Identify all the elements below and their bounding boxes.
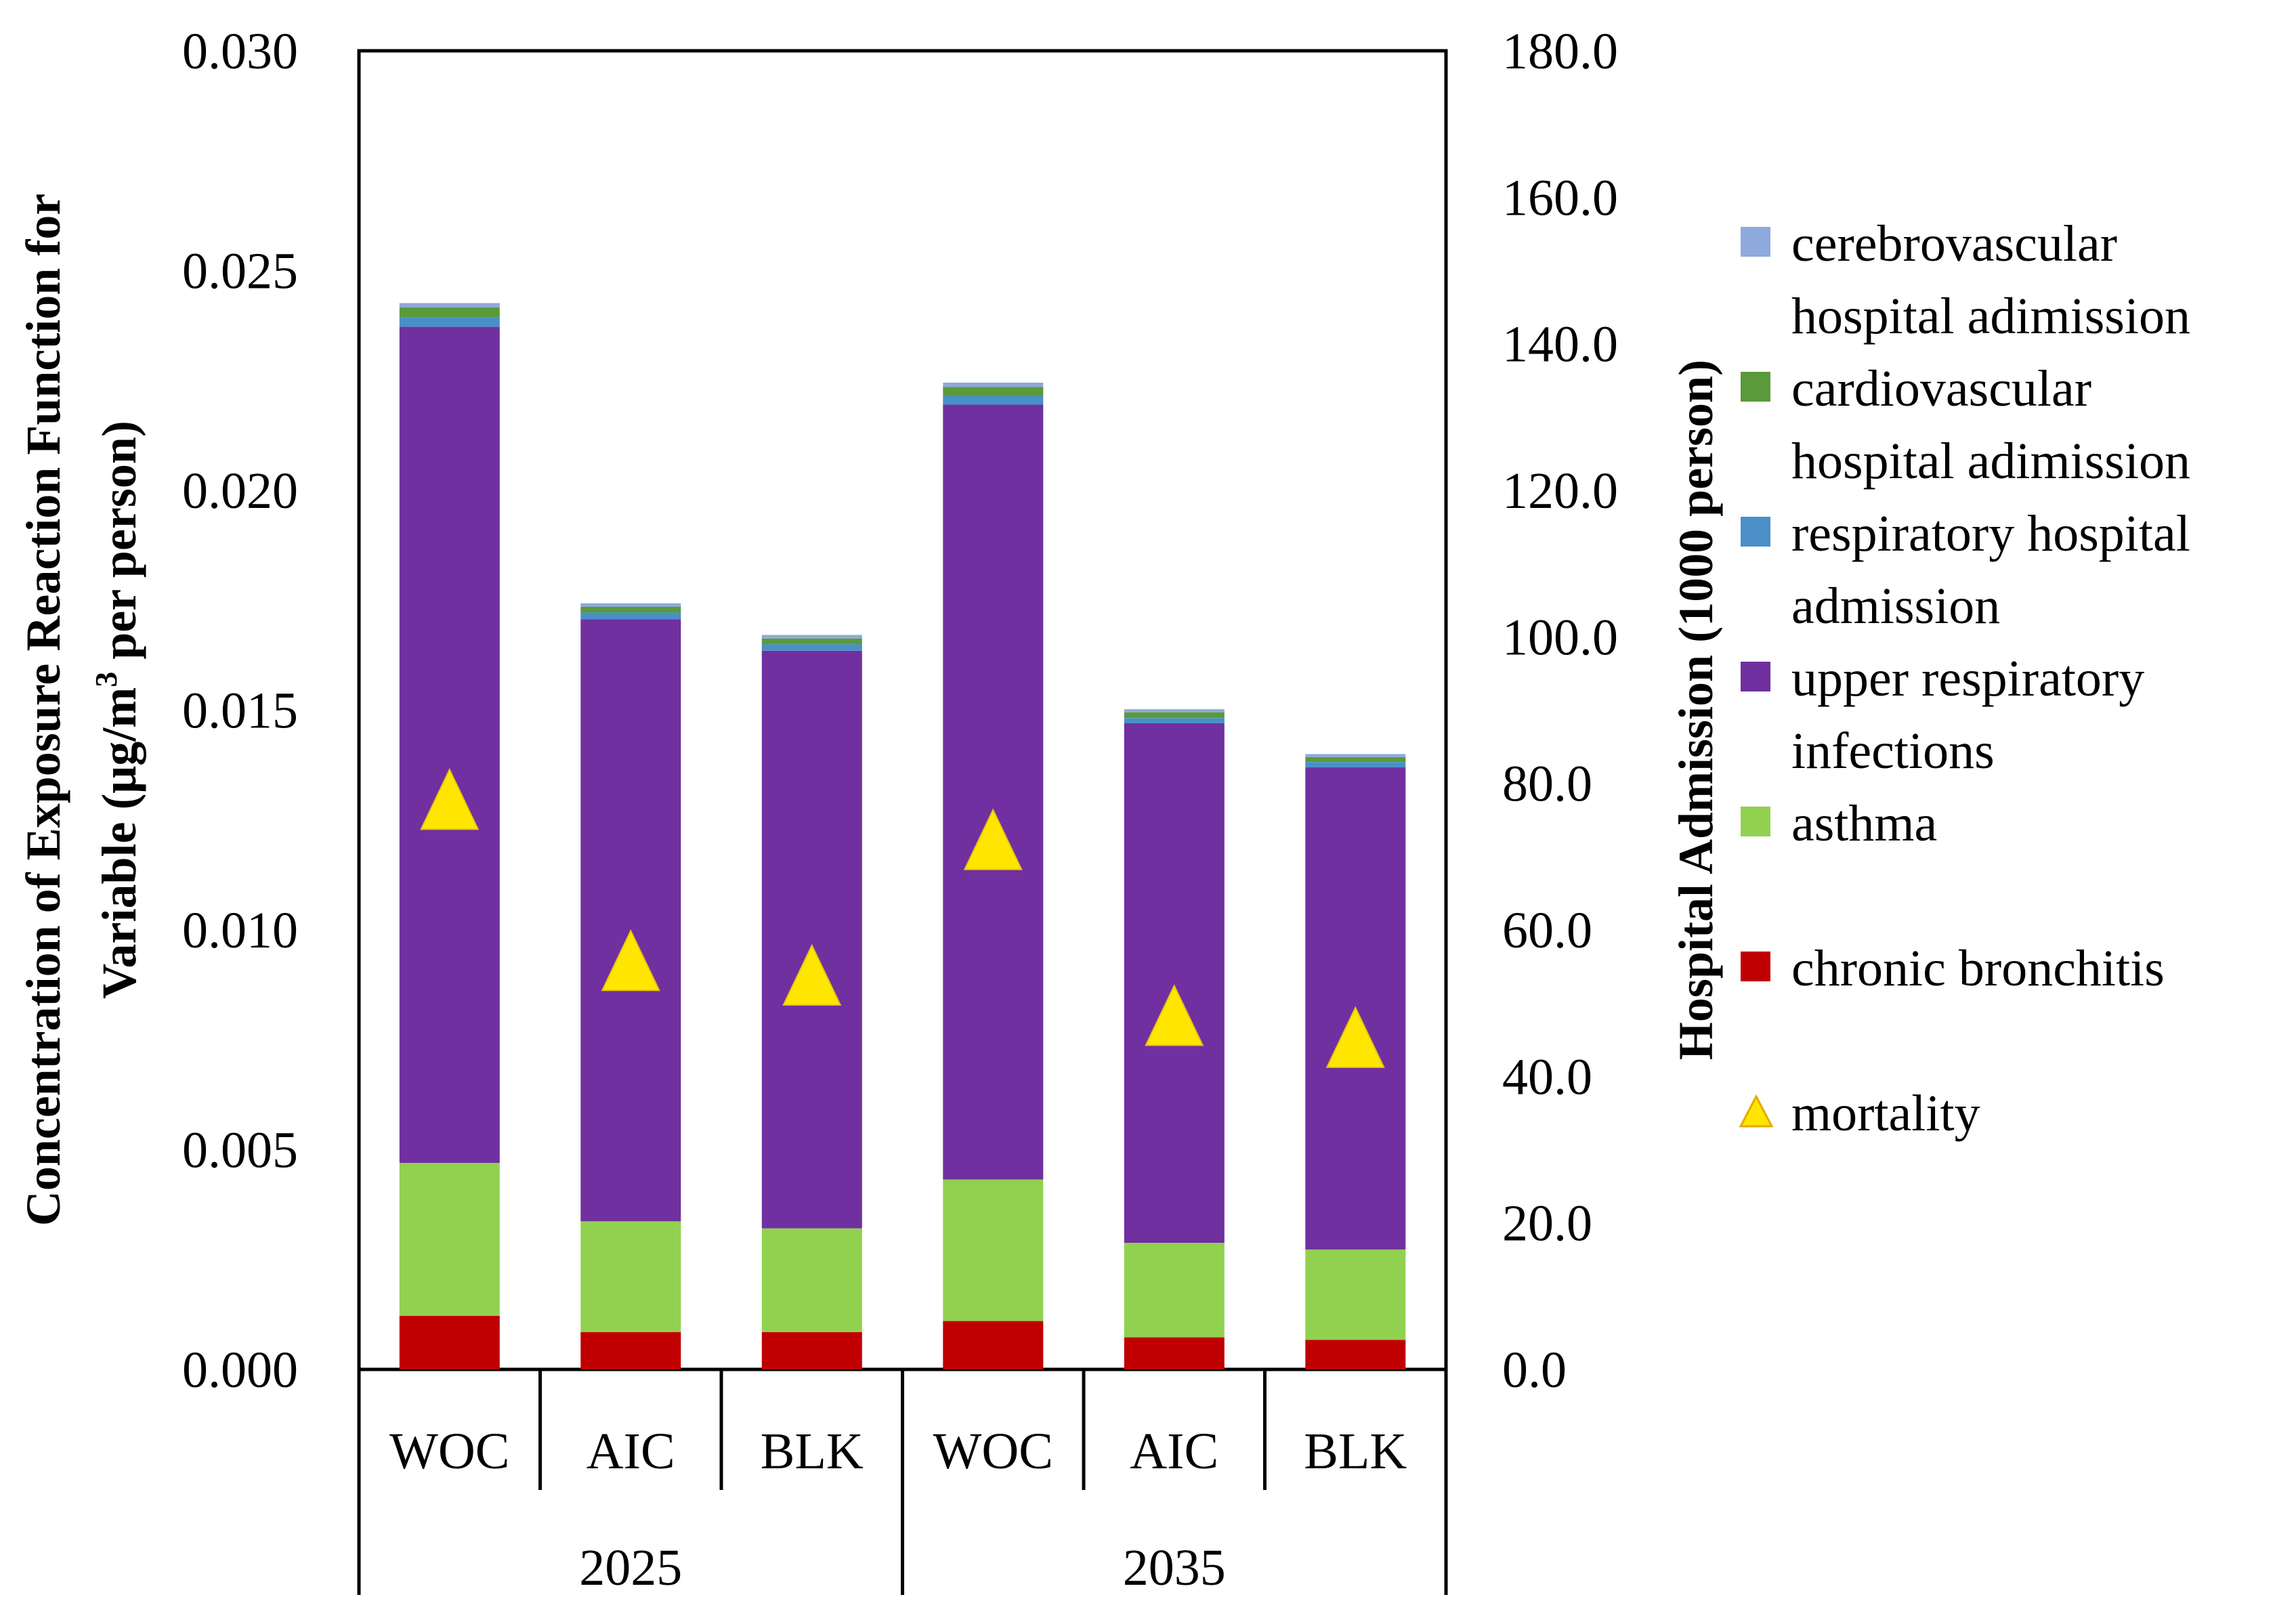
legend-swatch <box>1741 372 1770 402</box>
bar-segment <box>1305 754 1406 757</box>
bar-segment <box>1124 709 1225 712</box>
right-tick-label: 60.0 <box>1502 902 1592 959</box>
bar-segment <box>761 644 862 651</box>
right-tick-label: 80.0 <box>1502 756 1592 813</box>
left-tick-label: 0.025 <box>182 243 298 300</box>
right-tick-label: 20.0 <box>1502 1195 1592 1252</box>
left-tick-label: 0.005 <box>182 1122 298 1179</box>
right-tick-label: 140.0 <box>1502 316 1618 373</box>
bar-segment <box>580 1221 681 1332</box>
bar-segment <box>399 1163 500 1316</box>
bar-segment <box>1305 756 1406 762</box>
category-label: BLK <box>1304 1423 1407 1480</box>
right-axis-title: Hospital Admission (1000 person) <box>1669 360 1723 1060</box>
bar-segment <box>1124 1243 1225 1338</box>
left-axis-title-line2: Variable (μg/m3 per person) <box>89 421 146 999</box>
legend-swatch <box>1741 807 1770 836</box>
bar-segment <box>399 307 500 318</box>
bar-segment <box>399 303 500 307</box>
bar-segment <box>761 1228 862 1332</box>
bar-segment <box>1124 1337 1225 1369</box>
legend: cerebrovascular hospital adimission cardio… <box>1739 215 2190 1142</box>
bar-segment <box>943 404 1044 1180</box>
bar-segment <box>1305 1340 1406 1369</box>
right-axis-ticks: 0.0 20.0 40.0 60.0 80.0 100.0 120.0 140.0 160.0 1… <box>1502 23 1618 1399</box>
category-label: AIC <box>587 1423 675 1480</box>
left-tick-label: 0.015 <box>182 683 298 740</box>
right-tick-label: 0.0 <box>1502 1342 1567 1399</box>
bar-segment <box>943 387 1044 396</box>
mortality-marker <box>782 943 842 1006</box>
right-tick-label: 160.0 <box>1502 169 1618 226</box>
bar-segment <box>580 607 681 613</box>
mortality-marker <box>420 767 480 830</box>
legend-swatch <box>1741 952 1770 981</box>
bar-segment <box>399 317 500 327</box>
group-label: 2025 <box>579 1539 682 1596</box>
bar-segment <box>943 383 1044 387</box>
bar-segment <box>943 1321 1044 1369</box>
right-tick-label: 180.0 <box>1502 23 1618 80</box>
legend-label: admission <box>1791 578 2000 635</box>
right-tick-label: 100.0 <box>1502 609 1618 666</box>
legend-label: cerebrovascular <box>1791 215 2117 272</box>
bar-segment <box>1124 718 1225 723</box>
mortality-marker <box>601 929 660 992</box>
bar-segment <box>761 638 862 645</box>
legend-label: mortality <box>1791 1085 1980 1142</box>
mortality-marker <box>1325 1006 1385 1068</box>
category-label: AIC <box>1130 1423 1218 1480</box>
bar-segment <box>1305 1249 1406 1340</box>
legend-label: hospital adimission <box>1791 433 2190 490</box>
right-tick-label: 40.0 <box>1502 1048 1592 1105</box>
left-tick-label: 0.020 <box>182 463 298 519</box>
bar-segment <box>399 1315 500 1369</box>
bar-segment <box>399 326 500 1164</box>
bar-segment <box>1305 762 1406 767</box>
bar-segment <box>1124 723 1225 1243</box>
bar-segment <box>943 1179 1044 1321</box>
left-tick-label: 0.010 <box>182 902 298 959</box>
left-tick-label: 0.030 <box>182 23 298 80</box>
bar-segment <box>761 1331 862 1369</box>
group-label: 2035 <box>1123 1539 1226 1596</box>
plot-frame <box>357 49 1448 1371</box>
legend-swatch <box>1741 227 1770 257</box>
legend-swatch <box>1741 662 1770 691</box>
legend-label: upper respiratory <box>1791 650 2144 707</box>
legend-label: chronic bronchitis <box>1791 940 2165 997</box>
category-label: WOC <box>389 1423 509 1480</box>
bars <box>399 303 1406 1369</box>
bar-segment <box>1124 712 1225 719</box>
legend-label: cardiovascular <box>1791 360 2091 417</box>
category-label: WOC <box>933 1423 1053 1480</box>
category-label: BLK <box>761 1423 864 1480</box>
bar-segment <box>580 1331 681 1369</box>
right-tick-label: 120.0 <box>1502 463 1618 519</box>
bar-segment <box>943 396 1044 405</box>
left-tick-label: 0.000 <box>182 1342 298 1399</box>
legend-label: asthma <box>1791 795 1937 852</box>
legend-label: hospital adimission <box>1791 288 2190 345</box>
left-axis-ticks: 0.000 0.005 0.010 0.015 0.020 0.025 0.030 <box>182 23 298 1399</box>
legend-label: infections <box>1791 723 1995 780</box>
legend-swatch <box>1741 517 1770 547</box>
bar-segment <box>761 650 862 1229</box>
mortality-markers <box>420 767 1385 1068</box>
mortality-marker <box>963 808 1023 870</box>
mortality-marker <box>1145 984 1204 1046</box>
x-axis: WOC AIC BLK WOC AIC BLK 2025 2035 <box>357 1369 1448 1596</box>
legend-label: respiratory hospital <box>1791 505 2190 562</box>
bar-segment <box>761 635 862 639</box>
bar-segment <box>580 619 681 1222</box>
bar-segment <box>580 612 681 620</box>
bar-segment <box>580 603 681 607</box>
left-axis-title: Concentration of Exposure Reaction Funct… <box>16 194 70 1227</box>
legend-triangle-marker <box>1739 1094 1774 1128</box>
